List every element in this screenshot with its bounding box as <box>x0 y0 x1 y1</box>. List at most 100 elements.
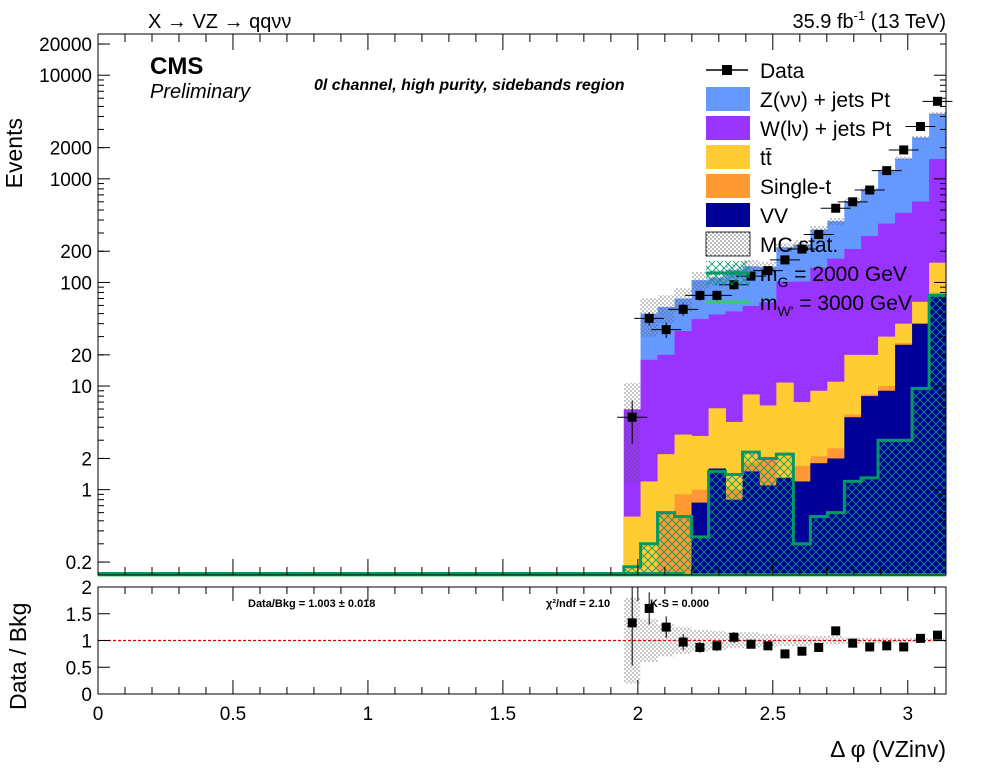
data-point <box>848 197 858 207</box>
ratio-point <box>865 642 875 652</box>
ratio-point <box>678 637 688 647</box>
data-point <box>678 304 688 314</box>
ratio-point <box>780 649 790 659</box>
ratio-points <box>627 587 942 666</box>
ratio-y-tick-label: 0.5 <box>66 658 92 679</box>
lumi-label: 35.9 fb-1 (13 TeV) <box>792 8 946 33</box>
ratio-y-tick-label: 1 <box>81 632 92 653</box>
mc-stat-bin <box>929 112 946 116</box>
ratio-point <box>899 642 909 652</box>
data-point <box>627 412 637 422</box>
preliminary-label: Preliminary <box>150 81 251 103</box>
y-tick-label: 20 <box>71 346 92 367</box>
x-tick-label: 2.5 <box>760 704 786 725</box>
ratio-point <box>814 642 824 652</box>
y-tick-label: 1000 <box>50 170 92 191</box>
ratio-band-bin <box>878 637 896 644</box>
ratio-point <box>882 641 892 651</box>
mc-stat-bin <box>776 242 794 252</box>
legend: Data Z(νν) + jets Pt W(lν) + jets Pt tt̄ Sin… <box>705 60 912 319</box>
ratio-y-tick-label: 0 <box>81 685 92 706</box>
ratio-y-axis-ticks: 0 0.5 1 1.5 2 <box>66 578 946 706</box>
legend-label-wlv: W(lν) + jets Pt <box>760 118 891 141</box>
y-tick-label: 10 <box>71 377 92 398</box>
legend-swatch-zvv <box>706 87 750 111</box>
ks-text: K-S = 0.000 <box>650 598 709 610</box>
legend-swatch-st <box>706 174 750 198</box>
x-tick-label: 0.5 <box>220 704 246 725</box>
legend-label-sig1: mG = 2000 GeV <box>760 263 907 290</box>
data-point <box>746 271 756 281</box>
data-point <box>915 121 925 131</box>
ratio-point <box>644 603 654 613</box>
data-point <box>712 290 722 300</box>
ratio-point <box>695 642 705 652</box>
data-point <box>797 244 807 254</box>
legend-swatch-wlv <box>706 116 750 140</box>
data-point <box>814 230 824 240</box>
legend-swatch-tt <box>706 145 750 169</box>
legend-label-vv: VV <box>760 205 788 228</box>
legend-label-st: Single-t <box>760 176 831 199</box>
y-tick-label: 0.2 <box>66 553 92 574</box>
y-axis-label: Events <box>1 118 27 188</box>
y-tick-label: 1 <box>81 481 92 502</box>
ratio-point <box>661 622 671 632</box>
ratio-band-bin <box>793 635 811 646</box>
main-panel: 0.2 1 2 10 20 100 200 1000 2000 10000 20000 Events… <box>1 33 953 577</box>
fit-text: Data/Bkg = 1.003 ± 0.018 <box>248 598 375 610</box>
x-axis-label: Δ φ (VZinv) <box>830 736 946 762</box>
mc-stat-bin <box>827 217 845 225</box>
ratio-point <box>746 639 756 649</box>
mc-stat-bin <box>912 135 930 140</box>
x-tick-label: 1 <box>363 704 374 725</box>
y-axis-ticks: 0.2 1 2 10 20 100 200 1000 2000 10000 20000 <box>39 34 946 575</box>
x-axis-ticks: 0 0.5 1 1.5 2 2.5 3 <box>93 587 936 725</box>
x-tick-label: 3 <box>902 704 913 725</box>
x-tick-label: 2 <box>633 704 644 725</box>
x-tick-label: 0 <box>93 704 104 725</box>
channel-label: 0l channel, high purity, sidebands regio… <box>314 77 625 94</box>
legend-label-mc: MC stat. <box>760 234 838 257</box>
data-point <box>644 313 654 323</box>
legend-label-sig2: mW' = 3000 GeV <box>760 292 912 319</box>
signal-hatch-sig1 <box>623 295 946 575</box>
legend-label-zvv: Z(νν) + jets Pt <box>760 89 890 112</box>
data-points <box>617 96 953 444</box>
legend-marker <box>722 65 732 75</box>
legend-swatch-vv <box>706 203 750 227</box>
data-point <box>780 255 790 265</box>
y-tick-label: 200 <box>60 242 92 263</box>
ratio-point <box>763 641 773 651</box>
ratio-y-tick-label: 1.5 <box>66 605 92 626</box>
chi2-text: χ²/ndf = 2.10 <box>546 598 610 610</box>
ratio-point <box>797 646 807 656</box>
y-tick-label: 10000 <box>39 66 92 87</box>
ratio-point <box>915 633 925 643</box>
cms-label: CMS <box>150 53 203 80</box>
data-point <box>882 166 892 176</box>
ratio-point <box>848 638 858 648</box>
ratio-panel: 0 0.5 1 1.5 2 0 0.5 1 1.5 2 2.5 3 Data / Bkg Δ φ (… <box>5 578 947 762</box>
ratio-point <box>831 626 841 636</box>
ratio-point <box>712 641 722 651</box>
ratio-band-bin <box>657 624 675 657</box>
ratio-y-axis-label: Data / Bkg <box>5 603 31 710</box>
mc-stat-bin <box>810 226 828 234</box>
legend-label-data: Data <box>760 60 805 83</box>
data-point <box>661 325 671 335</box>
data-point <box>899 145 909 155</box>
data-point <box>865 185 875 195</box>
mc-stat-bin <box>691 271 709 291</box>
y-tick-label: 100 <box>60 273 92 294</box>
mc-stat-bin <box>657 295 675 323</box>
mc-stat-bin <box>895 156 913 161</box>
ratio-point <box>627 618 637 628</box>
y-tick-label: 20000 <box>39 35 92 56</box>
ratio-point <box>932 630 942 640</box>
process-title: X → VZ → qqνν <box>148 11 291 33</box>
x-tick-label: 1.5 <box>490 704 516 725</box>
legend-label-tt: tt̄ <box>760 147 772 170</box>
